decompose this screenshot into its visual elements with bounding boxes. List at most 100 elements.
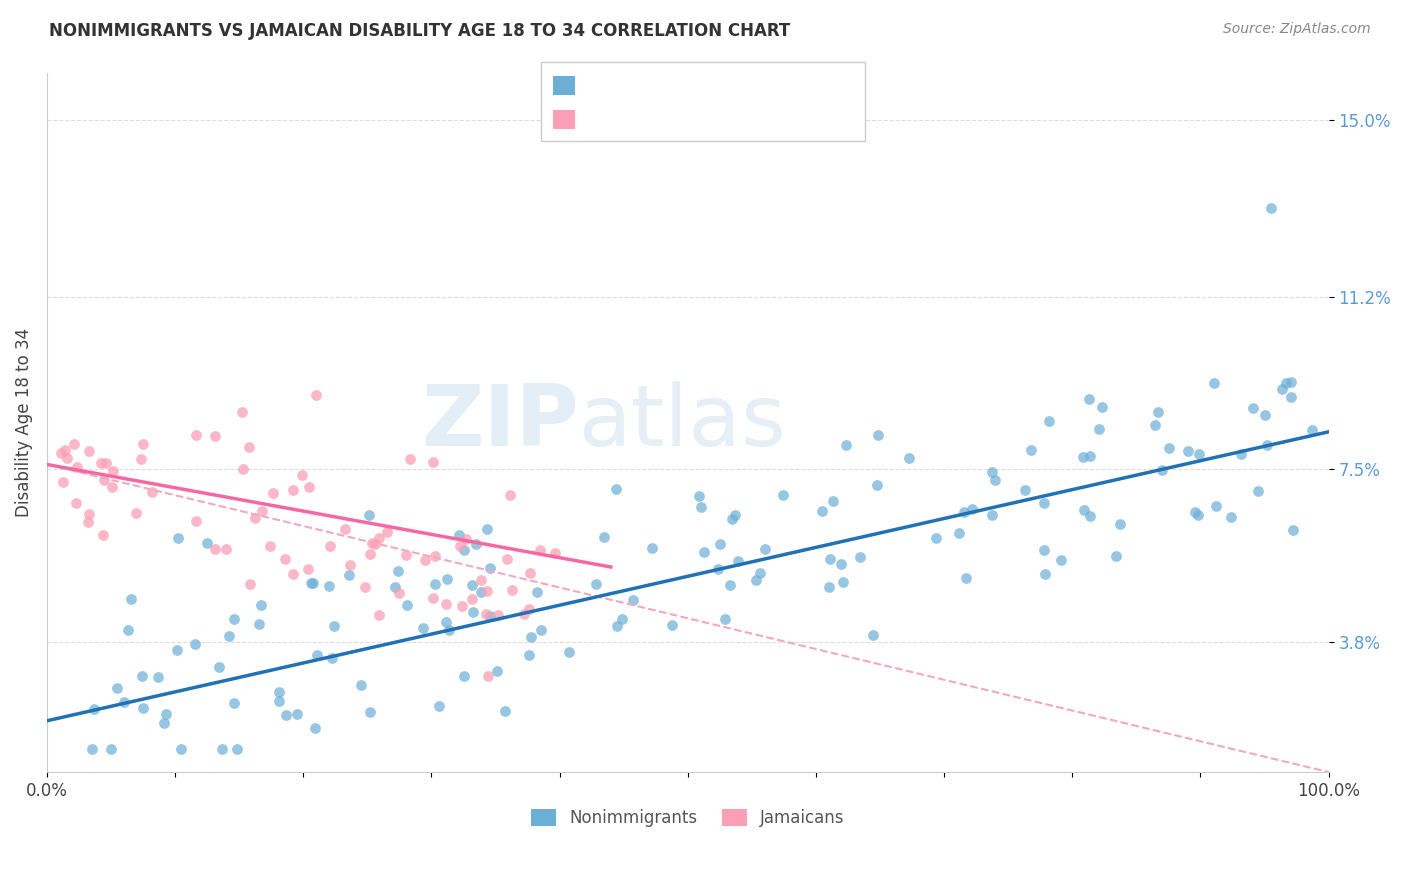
Point [49,446,72,460]
Point [298,480,321,494]
Point [1279,375,1302,389]
Point [1177,443,1199,458]
Point [690,500,713,514]
Point [360,535,382,549]
Point [485,664,508,678]
Point [1187,508,1209,522]
Point [166,643,188,657]
Point [1205,499,1227,513]
Point [105,681,128,695]
Point [835,438,858,452]
Point [79,444,101,458]
Legend: Nonimmigrants, Jamaicans: Nonimmigrants, Jamaicans [524,802,852,834]
Point [395,549,418,563]
Point [423,577,446,591]
Point [1050,553,1073,567]
Point [359,547,381,561]
Point [101,480,124,494]
Point [1260,201,1282,215]
Point [713,612,735,626]
Point [117,623,139,637]
Point [953,505,976,519]
Point [465,536,488,550]
Point [612,612,634,626]
Point [83,702,105,716]
Point [454,532,477,546]
Point [499,488,522,502]
Point [243,511,266,525]
Point [226,741,249,756]
Point [724,508,747,522]
Point [249,598,271,612]
Point [1202,376,1225,391]
Point [817,580,839,594]
Point [146,670,169,684]
Point [661,618,683,632]
Point [259,539,281,553]
Point [274,551,297,566]
Point [1038,414,1060,428]
Point [285,706,308,721]
Point [269,693,291,707]
Point [101,464,124,478]
Point [1019,443,1042,458]
Point [621,593,644,607]
Point [1073,503,1095,517]
Point [1071,450,1094,465]
Point [302,575,325,590]
Point [125,507,148,521]
Point [247,617,270,632]
Point [1032,542,1054,557]
Point [422,455,444,469]
Point [436,572,458,586]
Point [688,490,710,504]
Point [195,535,218,549]
Point [354,580,377,594]
Point [364,537,387,551]
Point [772,488,794,502]
Point [821,493,844,508]
Point [470,585,492,599]
Point [1109,516,1132,531]
Point [1078,392,1101,406]
Point [153,716,176,731]
Text: ZIP: ZIP [420,381,579,464]
Point [224,697,246,711]
Point [585,577,607,591]
Point [461,578,484,592]
Point [231,405,253,419]
Point [980,508,1002,523]
Point [981,466,1004,480]
Point [184,637,207,651]
Point [449,528,471,542]
Point [299,575,322,590]
Point [1078,449,1101,463]
Point [475,607,498,622]
Point [1241,401,1264,415]
Point [434,597,457,611]
Point [449,540,471,554]
Point [709,537,731,551]
Point [475,584,498,599]
Text: Source: ZipAtlas.com: Source: ZipAtlas.com [1223,22,1371,37]
Point [517,602,540,616]
Point [82,741,104,756]
Point [131,669,153,683]
Text: N =: N = [703,76,742,94]
Point [501,583,523,598]
Point [422,591,444,606]
Point [513,607,536,621]
Point [91,528,114,542]
Point [692,544,714,558]
Point [77,507,100,521]
Point [1220,510,1243,524]
Point [297,562,319,576]
Point [218,629,240,643]
Point [450,599,472,613]
Point [606,619,628,633]
Point [478,608,501,623]
Point [1104,549,1126,564]
Point [520,630,543,644]
Point [90,456,112,470]
Point [281,483,304,498]
